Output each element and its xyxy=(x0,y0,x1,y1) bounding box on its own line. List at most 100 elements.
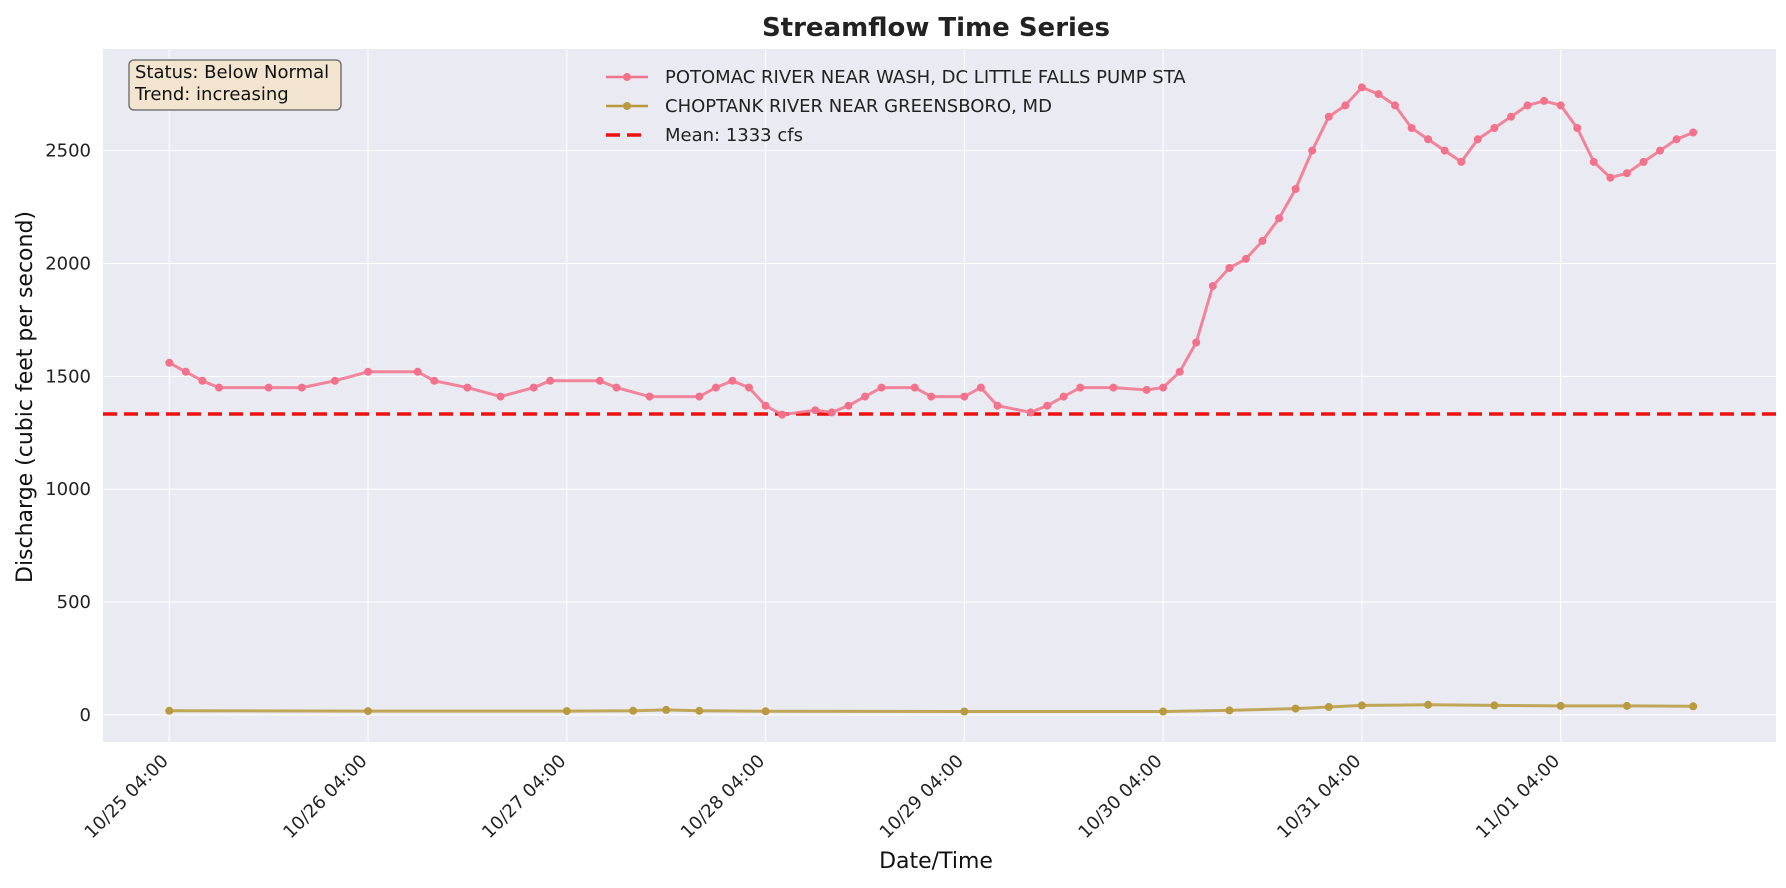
legend-item-3: Mean: 1333 cfs xyxy=(606,125,803,146)
legend-label: POTOMAC RIVER NEAR WASH, DC LITTLE FALLS… xyxy=(665,67,1186,88)
y-axis-label: Discharge (cubic feet per second) xyxy=(13,211,38,583)
data-point xyxy=(1457,157,1466,166)
data-point xyxy=(662,705,671,714)
series-1 xyxy=(165,83,1698,419)
data-point xyxy=(1357,701,1366,710)
y-tick-label: 2500 xyxy=(45,141,91,162)
x-axis-label: Date/Time xyxy=(879,849,993,874)
data-point xyxy=(761,401,770,410)
data-point xyxy=(695,706,704,715)
legend-label: CHOPTANK RIVER NEAR GREENSBORO, MD xyxy=(665,96,1052,117)
status-box-background xyxy=(128,59,342,111)
data-point xyxy=(413,367,422,376)
y-tick-label: 0 xyxy=(80,705,91,726)
trend-text: Trend: increasing xyxy=(134,84,289,105)
data-point xyxy=(1490,124,1499,132)
data-point xyxy=(745,383,753,392)
data-point xyxy=(1523,101,1532,110)
data-point xyxy=(993,401,1002,410)
data-point xyxy=(1225,264,1234,272)
data-point xyxy=(1507,112,1515,121)
x-tick-label: 10/28 04:00 xyxy=(677,751,769,843)
data-point xyxy=(1324,112,1333,121)
data-point xyxy=(861,392,869,401)
x-tick-label: 10/25 04:00 xyxy=(81,751,173,843)
data-point xyxy=(330,376,339,385)
x-tick-label: 10/30 04:00 xyxy=(1074,751,1166,843)
data-point xyxy=(198,376,207,385)
legend-label: Mean: 1333 cfs xyxy=(665,125,803,146)
data-point xyxy=(1556,701,1565,710)
data-point xyxy=(1589,157,1598,166)
data-point xyxy=(496,392,505,401)
data-point xyxy=(1490,701,1499,710)
data-point xyxy=(1424,700,1433,709)
data-point xyxy=(778,410,787,419)
data-point xyxy=(264,383,273,392)
data-point xyxy=(1109,383,1118,392)
data-point xyxy=(1424,135,1433,144)
data-point xyxy=(1357,83,1366,92)
series-2 xyxy=(165,700,1698,716)
data-point xyxy=(1241,254,1250,263)
data-point xyxy=(695,392,704,401)
data-point xyxy=(529,383,538,392)
data-point xyxy=(761,707,770,716)
data-point xyxy=(595,376,604,385)
data-point xyxy=(1341,101,1350,110)
data-point xyxy=(1043,401,1052,410)
data-point xyxy=(1689,702,1698,711)
data-point xyxy=(1540,96,1549,105)
data-point xyxy=(546,376,555,385)
data-point xyxy=(215,383,223,392)
data-point xyxy=(1275,214,1284,223)
legend: POTOMAC RIVER NEAR WASH, DC LITTLE FALLS… xyxy=(606,67,1186,146)
legend-item-1: POTOMAC RIVER NEAR WASH, DC LITTLE FALLS… xyxy=(606,67,1186,88)
data-point xyxy=(927,392,936,401)
data-point xyxy=(1159,707,1168,716)
data-point xyxy=(1076,383,1085,392)
data-point xyxy=(1324,703,1333,711)
chart-title: Streamflow Time Series xyxy=(762,13,1110,43)
data-point xyxy=(1208,282,1217,290)
x-tick-label: 10/31 04:00 xyxy=(1273,751,1365,843)
data-point xyxy=(1656,146,1664,155)
data-point xyxy=(1175,367,1184,376)
data-point xyxy=(1672,135,1681,144)
data-point xyxy=(1258,236,1267,245)
series-line xyxy=(169,703,1694,713)
data-point xyxy=(877,383,886,392)
data-point xyxy=(364,707,372,716)
data-point xyxy=(1622,701,1631,710)
data-point xyxy=(1159,383,1168,392)
data-point xyxy=(1291,704,1300,713)
data-point xyxy=(297,383,306,392)
data-point xyxy=(1225,706,1234,715)
data-point xyxy=(1291,185,1300,193)
x-axis-ticks: 10/25 04:00 10/26 04:00 10/27 04:00 10/28 0… xyxy=(81,751,1565,843)
data-point xyxy=(1473,135,1482,144)
x-tick-label: 10/29 04:00 xyxy=(876,751,968,843)
data-point xyxy=(1440,146,1449,155)
y-tick-label: 500 xyxy=(57,592,91,613)
data-point xyxy=(827,408,836,417)
data-point xyxy=(844,401,853,410)
data-point xyxy=(960,392,969,401)
data-point xyxy=(1059,392,1068,401)
data-point xyxy=(1639,157,1648,166)
y-tick-label: 2000 xyxy=(45,253,91,274)
data-point xyxy=(1026,408,1035,417)
data-point xyxy=(1556,101,1565,110)
data-point xyxy=(645,392,654,401)
legend-marker xyxy=(623,73,631,81)
data-point xyxy=(612,383,621,392)
data-point xyxy=(181,367,190,376)
data-point xyxy=(1142,385,1151,394)
data-point xyxy=(629,706,638,715)
data-point xyxy=(430,376,439,385)
data-point xyxy=(1689,128,1698,137)
data-point xyxy=(562,707,571,716)
data-point xyxy=(1374,90,1383,99)
data-point xyxy=(711,383,720,392)
